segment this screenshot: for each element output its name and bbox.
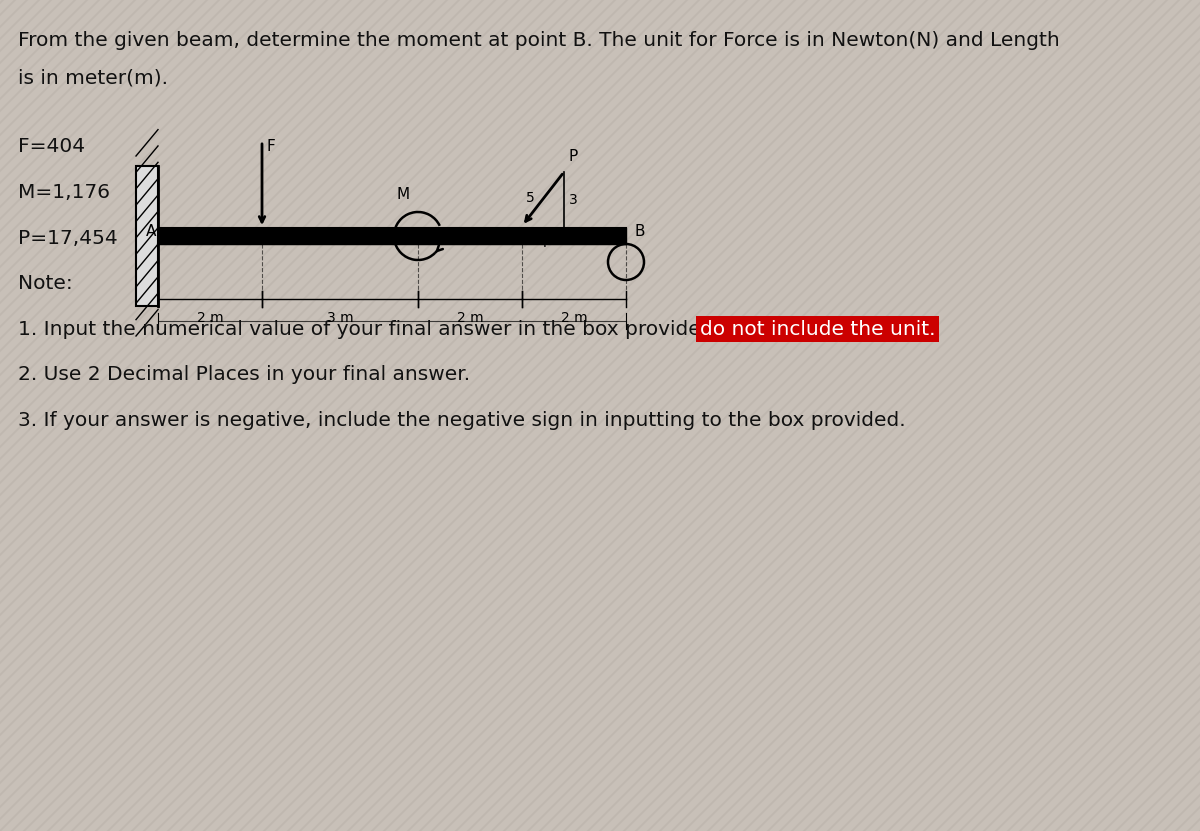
- Bar: [158, 231, 626, 241]
- Bar: [136, 166, 158, 306]
- Text: 2 m: 2 m: [197, 311, 223, 325]
- Text: A: A: [145, 224, 156, 238]
- Text: do not include the unit.: do not include the unit.: [700, 320, 936, 339]
- Text: is in meter(m).: is in meter(m).: [18, 69, 168, 88]
- Text: 3. If your answer is negative, include the negative sign in inputting to the box: 3. If your answer is negative, include t…: [18, 411, 906, 430]
- Text: 1. Input the numerical value of your final answer in the box provided: 1. Input the numerical value of your fin…: [18, 320, 720, 339]
- Text: 2 m: 2 m: [457, 311, 484, 325]
- Text: P=17,454: P=17,454: [18, 229, 118, 248]
- Text: 5: 5: [527, 191, 535, 205]
- Text: M: M: [396, 187, 409, 202]
- Text: B: B: [634, 224, 644, 238]
- Text: P: P: [568, 149, 577, 164]
- Text: M=1,176: M=1,176: [18, 183, 110, 202]
- Text: 3 m: 3 m: [326, 311, 353, 325]
- Text: 4: 4: [539, 236, 547, 250]
- Text: 2 m: 2 m: [560, 311, 587, 325]
- Text: From the given beam, determine the moment at point B. The unit for Force is in N: From the given beam, determine the momen…: [18, 31, 1060, 50]
- Text: 3: 3: [569, 193, 577, 207]
- Text: F=404: F=404: [18, 137, 85, 156]
- Bar: [158, 228, 626, 244]
- Text: 2. Use 2 Decimal Places in your final answer.: 2. Use 2 Decimal Places in your final an…: [18, 366, 470, 385]
- Text: Note:: Note:: [18, 274, 73, 293]
- Text: F: F: [266, 139, 276, 154]
